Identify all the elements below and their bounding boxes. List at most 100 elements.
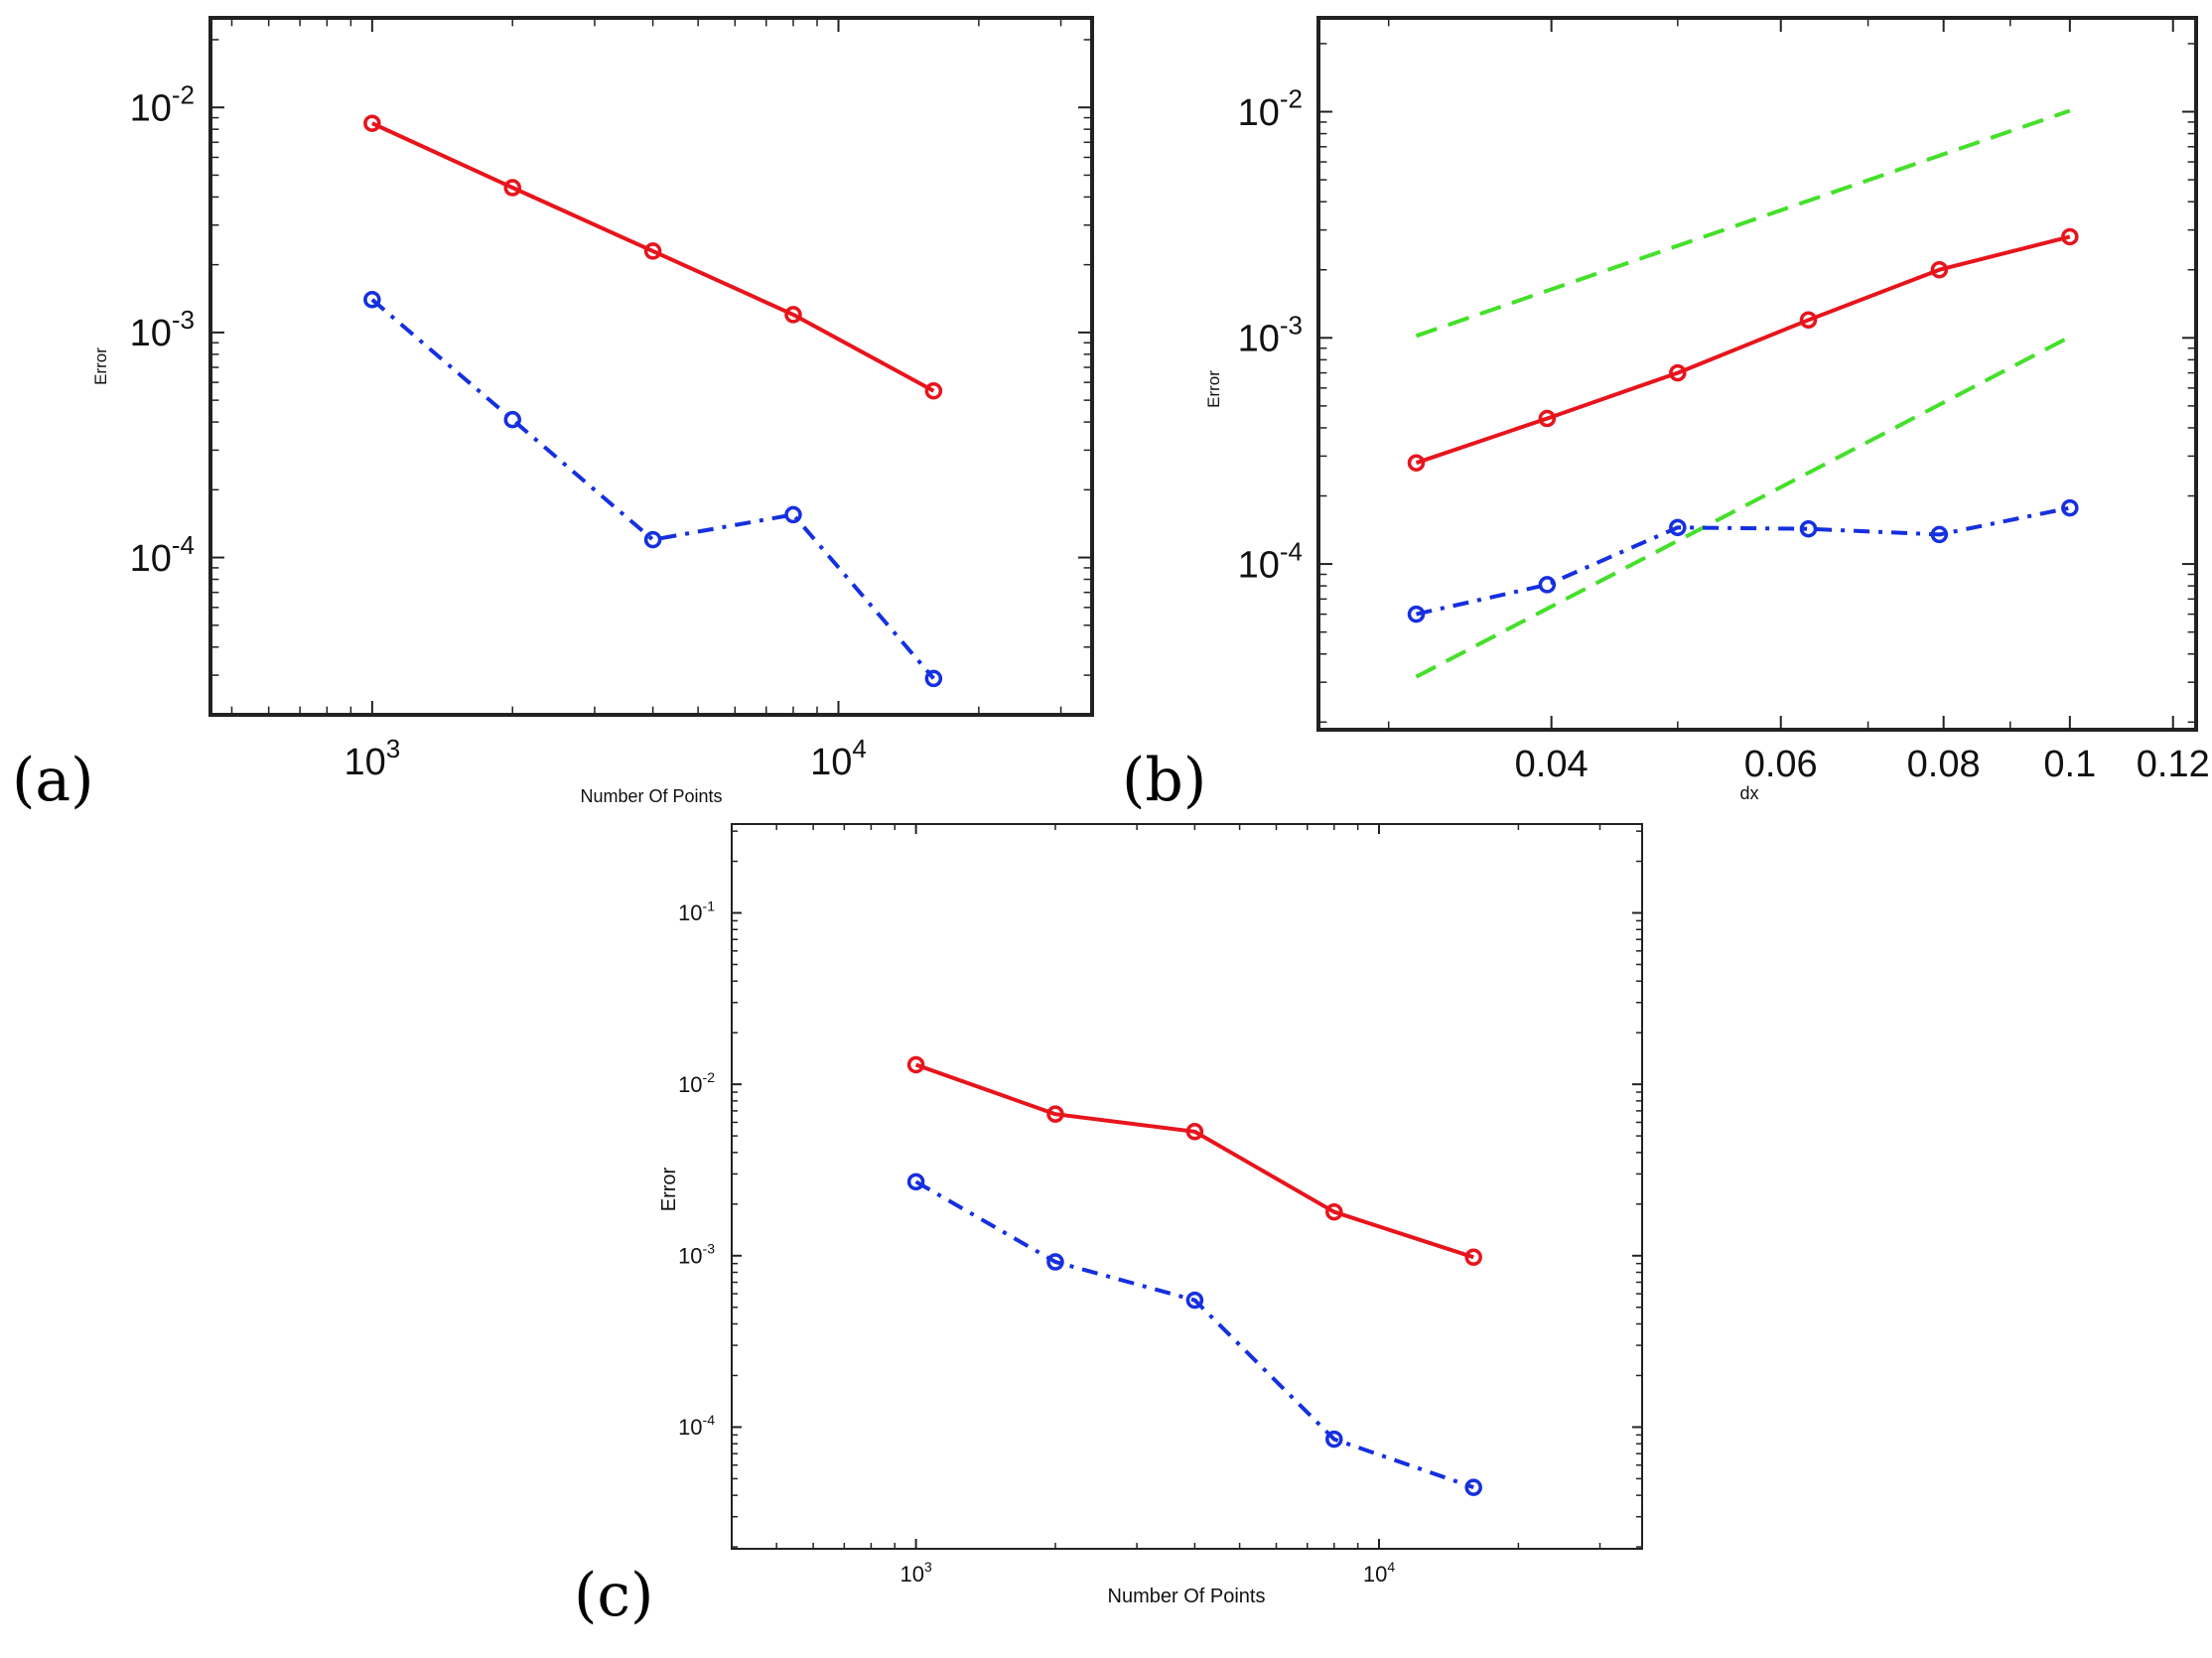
series-line xyxy=(370,298,935,680)
y-tick-label: 10-4 xyxy=(130,530,195,580)
x-axis-label: Number Of Points xyxy=(580,786,722,806)
series-line xyxy=(1415,335,2071,679)
y-axis-label: Error xyxy=(91,347,110,385)
data-point xyxy=(784,306,802,324)
y-tick-label: 10-2 xyxy=(130,79,195,129)
y-tick-base: 10 xyxy=(1238,544,1280,586)
y-tick-label: 10-3 xyxy=(1238,310,1303,359)
x-tick-label: 0.06 xyxy=(1744,744,1818,785)
series-red xyxy=(906,1055,1482,1267)
data-point xyxy=(1046,1105,1064,1123)
y-tick-base: 10 xyxy=(130,88,172,130)
y-tick-exponent: -1 xyxy=(703,898,716,913)
x-tick-label: 103 xyxy=(899,1559,931,1587)
y-tick-base: 10 xyxy=(130,538,172,580)
x-tick-label: 104 xyxy=(1363,1559,1395,1587)
x-tick-base: 10 xyxy=(810,742,852,783)
x-tick-exponent: 4 xyxy=(852,734,866,763)
data-point xyxy=(924,381,943,400)
x-tick-exponent: 4 xyxy=(1387,1559,1395,1575)
data-point xyxy=(363,291,381,309)
data-point xyxy=(1799,519,1818,538)
x-tick-label: 103 xyxy=(344,734,400,783)
x-tick-base: 10 xyxy=(1363,1562,1387,1587)
series-red xyxy=(1407,227,2079,472)
data-point xyxy=(1930,260,1949,279)
x-tick-label: 0.1 xyxy=(2043,744,2096,785)
y-tick-exponent: -2 xyxy=(1280,84,1303,114)
data-point xyxy=(503,179,521,197)
series-line xyxy=(1415,108,2071,339)
y-tick-label: 10-2 xyxy=(678,1069,715,1097)
x-tick-label: 104 xyxy=(810,734,867,783)
series-reference-slope-2 xyxy=(1415,335,2071,679)
y-tick-exponent: -4 xyxy=(1280,536,1303,566)
series-line xyxy=(914,1062,1474,1260)
data-point xyxy=(1407,454,1426,472)
data-point xyxy=(643,242,662,260)
panel-label-a: (a) xyxy=(12,746,94,815)
data-point xyxy=(1325,1202,1343,1221)
series-reference-slope-1 xyxy=(1415,108,2071,339)
data-point xyxy=(1538,409,1557,428)
minor-ticks-a xyxy=(210,18,1092,715)
data-point xyxy=(1538,576,1557,594)
data-point xyxy=(906,1173,925,1191)
y-tick-label: 10-1 xyxy=(678,898,715,925)
y-tick-label: 10-4 xyxy=(1238,536,1303,586)
x-tick-base: 10 xyxy=(344,742,385,783)
y-tick-label: 10-3 xyxy=(130,305,195,354)
plot-frame-c xyxy=(731,823,1643,1550)
data-point xyxy=(1669,518,1687,537)
x-axis-label: dx xyxy=(1739,783,1758,803)
y-tick-base: 10 xyxy=(130,313,172,354)
series-line xyxy=(1415,234,2071,466)
y-tick-exponent: -2 xyxy=(172,79,195,109)
data-point xyxy=(1185,1291,1204,1310)
minor-ticks-c xyxy=(732,824,1642,1549)
panel-label-c: (c) xyxy=(574,1561,653,1630)
data-point xyxy=(1669,363,1687,382)
x-tick-label: 0.04 xyxy=(1515,744,1589,785)
y-tick-label: 10-2 xyxy=(1238,84,1303,134)
plot-frame-b xyxy=(1316,16,2198,732)
series-red xyxy=(363,114,943,400)
y-tick-exponent: -4 xyxy=(703,1412,716,1428)
data-point xyxy=(643,530,662,549)
data-point xyxy=(1464,1478,1482,1496)
data-point xyxy=(1930,525,1949,544)
x-axis-label: Number Of Points xyxy=(1108,1586,1266,1607)
series-line xyxy=(1416,505,2071,617)
minor-ticks-b xyxy=(1318,18,2196,730)
y-tick-base: 10 xyxy=(678,900,702,925)
data-point xyxy=(503,410,521,429)
data-point xyxy=(2061,227,2079,246)
y-tick-exponent: -4 xyxy=(172,530,195,560)
y-tick-exponent: -3 xyxy=(1280,310,1303,340)
x-tick-base: 10 xyxy=(899,1562,923,1587)
y-tick-base: 10 xyxy=(1238,92,1280,134)
data-point xyxy=(906,1055,925,1074)
data-point xyxy=(1464,1248,1482,1267)
data-point xyxy=(924,669,943,688)
y-tick-exponent: -3 xyxy=(703,1241,716,1257)
data-point xyxy=(1407,605,1426,623)
y-tick-base: 10 xyxy=(678,1243,702,1268)
data-point xyxy=(1325,1430,1343,1449)
y-tick-base: 10 xyxy=(678,1415,702,1440)
data-point xyxy=(784,505,802,524)
plot-frame-a xyxy=(208,16,1094,717)
y-tick-base: 10 xyxy=(1238,319,1280,360)
y-axis-label: Error xyxy=(1204,370,1223,408)
x-tick-label: 0.08 xyxy=(1907,744,1981,785)
data-point xyxy=(1185,1123,1204,1141)
y-tick-label: 10-3 xyxy=(678,1241,715,1269)
series-blue xyxy=(906,1173,1482,1496)
series-blue xyxy=(1407,498,2079,623)
x-tick-exponent: 3 xyxy=(386,734,400,763)
chart-panel-b: (b) 0.04 0.06 0.08 0.1 0.1210-410-310-2dxErr… xyxy=(1122,16,2210,815)
data-point xyxy=(2061,498,2079,517)
